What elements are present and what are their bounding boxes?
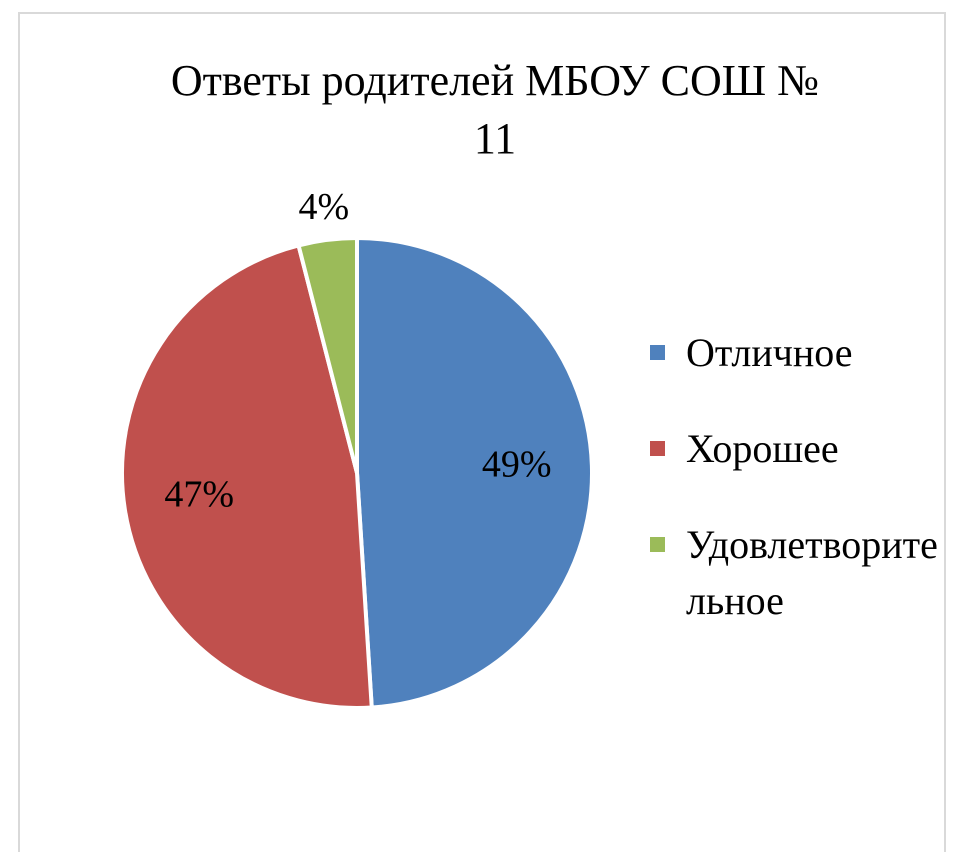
chart-title: Ответы родителей МБОУ СОШ № 11 [170, 56, 820, 163]
pie-slice [296, 235, 359, 474]
legend-swatch [650, 441, 665, 456]
legend-entry: Хорошее [650, 421, 946, 477]
data-label: 49% [482, 444, 552, 486]
legend-label: Отличное [686, 330, 853, 375]
pie-slice [120, 242, 374, 710]
legend-swatch [650, 537, 665, 552]
legend-entry: Отличное [650, 325, 946, 381]
legend-swatch [650, 345, 665, 360]
legend-entry: Удовлетворительное [650, 517, 946, 629]
pie-slice [355, 235, 594, 710]
chart-frame [18, 12, 946, 852]
data-label: 4% [298, 186, 349, 228]
legend: Отличное Хорошее Удовлетворительное [650, 325, 946, 669]
legend-label: Удовлетворительное [686, 522, 938, 623]
data-label: 47% [164, 474, 234, 516]
legend-label: Хорошее [686, 426, 839, 471]
